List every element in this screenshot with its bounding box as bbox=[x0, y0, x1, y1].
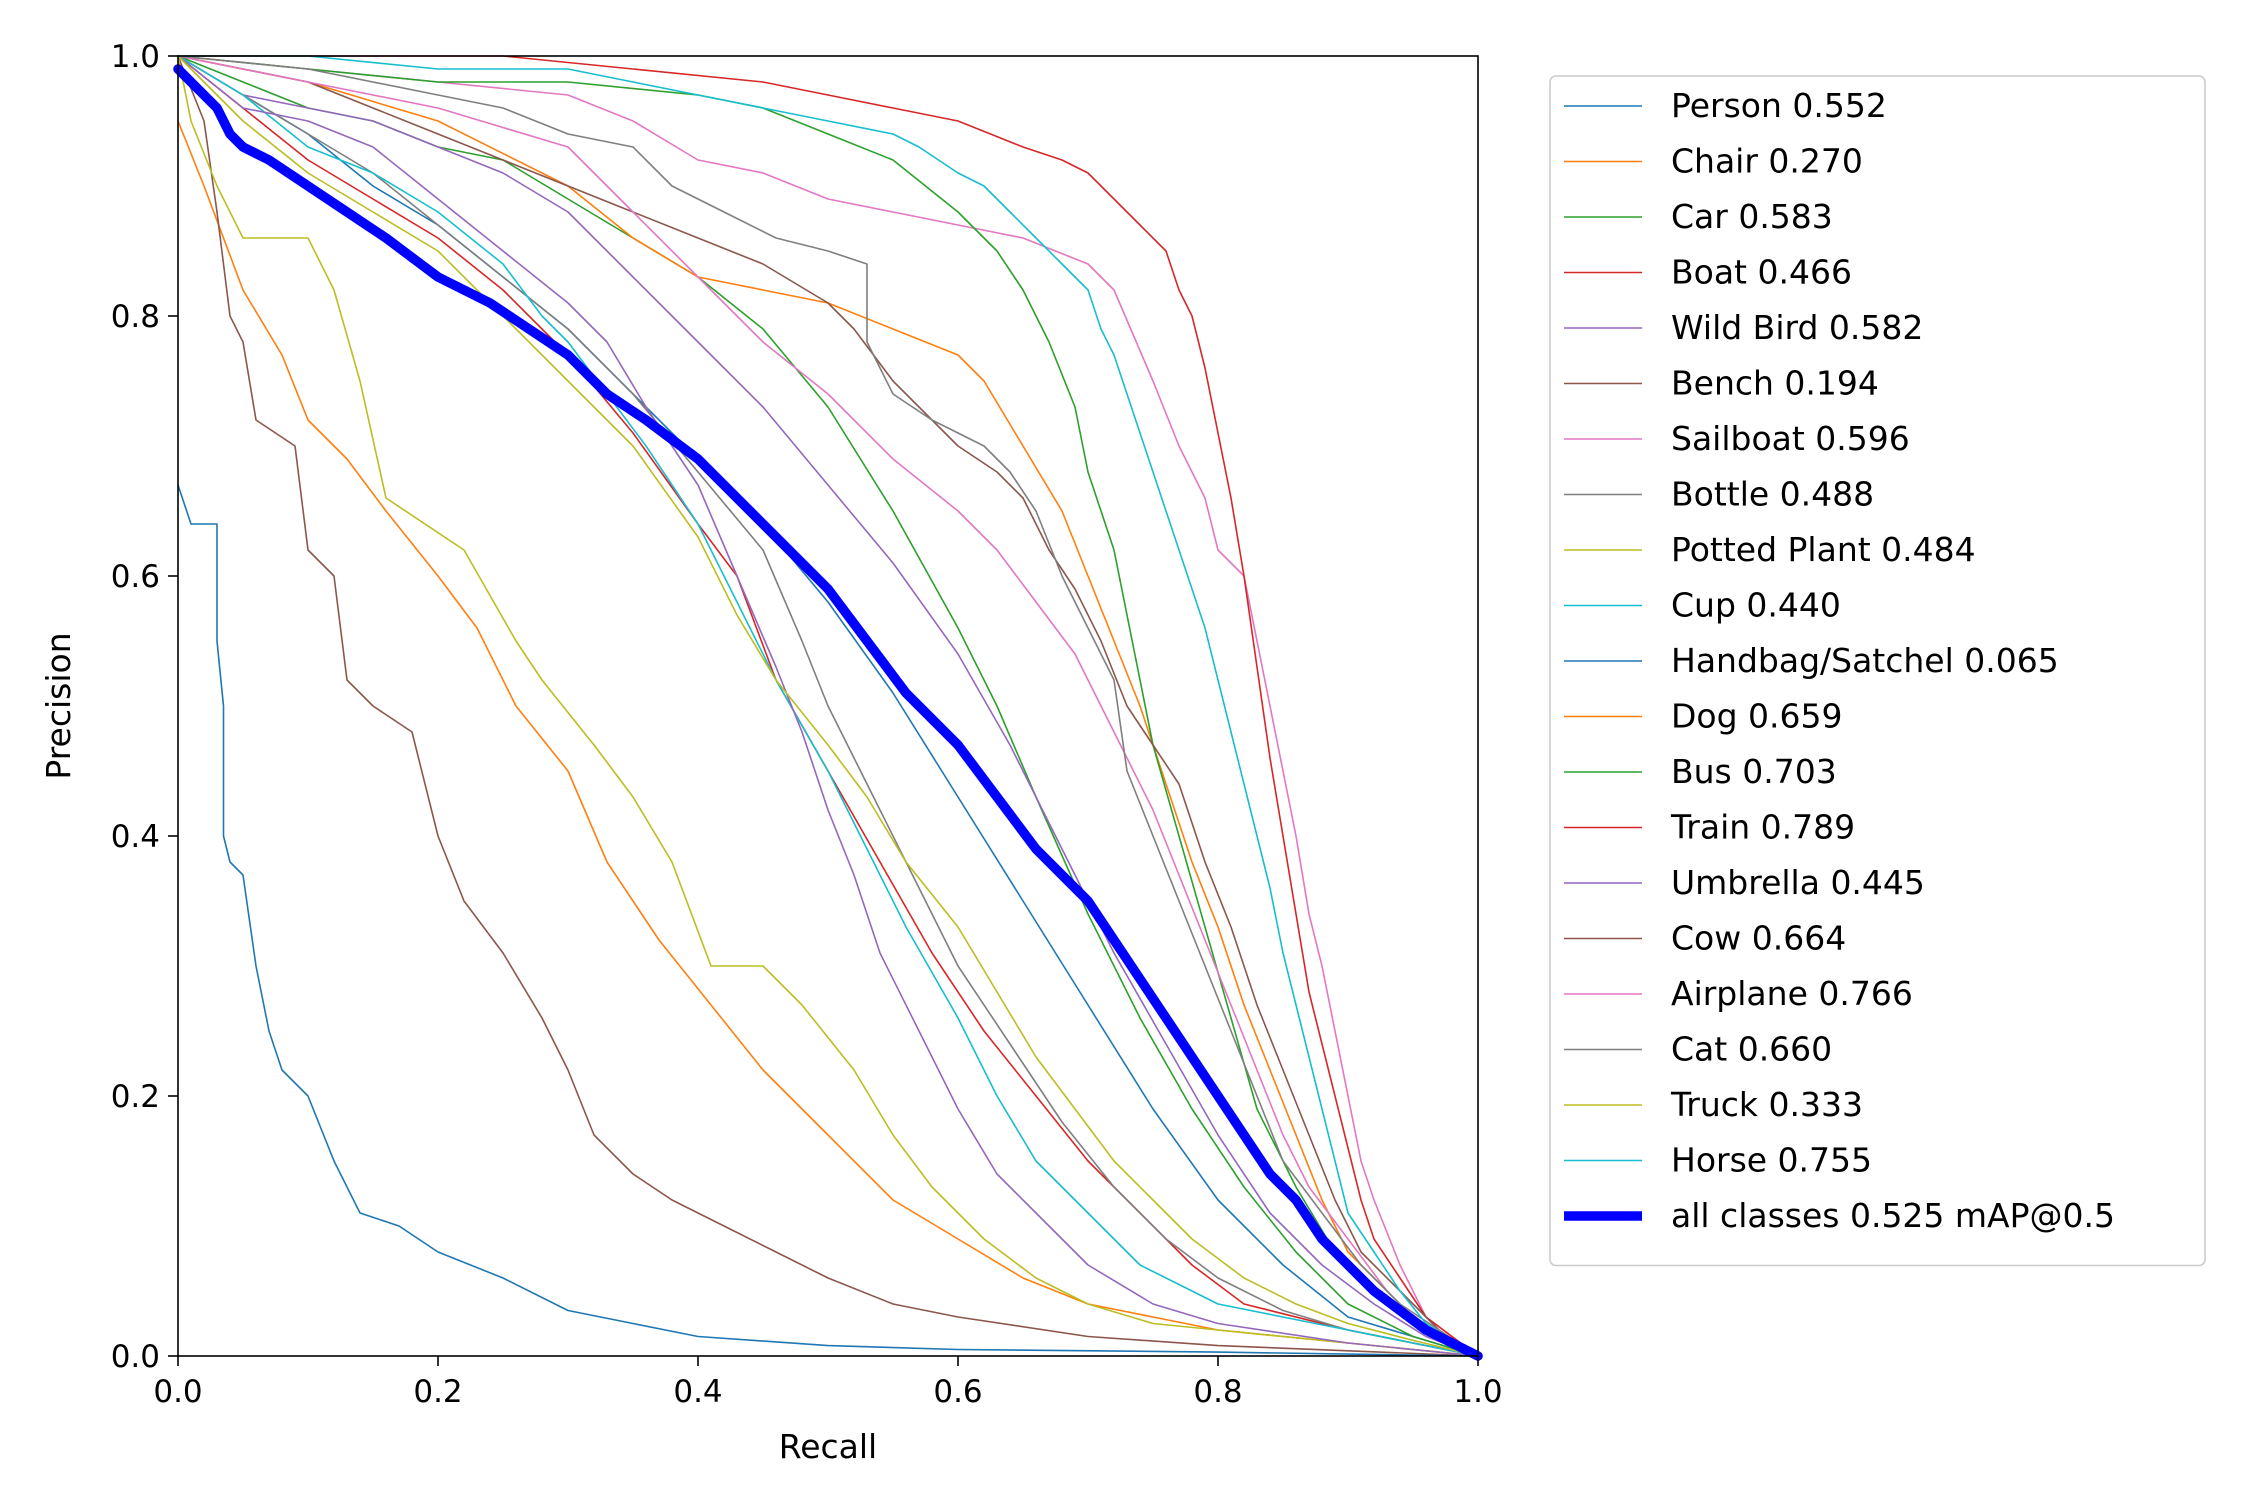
y-axis: 0.0 0.2 0.4 0.6 0.8 1.0 bbox=[111, 39, 178, 1375]
series-line-8 bbox=[177, 55, 1479, 1357]
x-tick-label: 1.0 bbox=[1453, 1374, 1502, 1410]
y-axis-label: Precision bbox=[39, 632, 78, 779]
x-tick-label: 0.0 bbox=[153, 1374, 202, 1410]
legend-label-12: Bus 0.703 bbox=[1671, 752, 1837, 791]
legend-label-6: Sailboat 0.596 bbox=[1671, 419, 1910, 458]
legend-label-13: Train 0.789 bbox=[1670, 808, 1855, 847]
legend-label-8: Potted Plant 0.484 bbox=[1671, 530, 1976, 569]
x-tick-label: 0.6 bbox=[933, 1374, 982, 1410]
series-line-5 bbox=[177, 55, 1479, 1357]
legend-label-7: Bottle 0.488 bbox=[1671, 475, 1874, 514]
x-tick-label: 0.8 bbox=[1193, 1374, 1242, 1410]
y-tick-label: 0.0 bbox=[111, 1339, 160, 1375]
legend-label-3: Boat 0.466 bbox=[1671, 253, 1852, 292]
legend-label-10: Handbag/Satchel 0.065 bbox=[1671, 641, 2059, 680]
legend-label-15: Cow 0.664 bbox=[1671, 919, 1846, 958]
legend-label-20: all classes 0.525 mAP@0.5 bbox=[1671, 1196, 2115, 1235]
legend-label-4: Wild Bird 0.582 bbox=[1671, 308, 1923, 347]
series-line-6 bbox=[177, 55, 1479, 1357]
series-line-0 bbox=[177, 55, 1479, 1357]
x-tick-label: 0.2 bbox=[413, 1374, 462, 1410]
series-line-4 bbox=[177, 55, 1479, 1357]
y-tick-label: 0.8 bbox=[111, 299, 160, 335]
series-line-11 bbox=[177, 55, 1479, 1357]
legend-label-5: Bench 0.194 bbox=[1671, 364, 1879, 403]
legend-label-18: Truck 0.333 bbox=[1670, 1085, 1863, 1124]
series-layer bbox=[173, 55, 1483, 1361]
series-line-20 bbox=[173, 64, 1483, 1361]
legend-label-16: Airplane 0.766 bbox=[1671, 974, 1913, 1013]
legend-label-19: Horse 0.755 bbox=[1671, 1141, 1872, 1180]
x-axis-label: Recall bbox=[779, 1427, 877, 1466]
series-line-9 bbox=[177, 55, 1479, 1357]
plot-frame bbox=[177, 55, 1479, 1357]
y-tick-label: 0.6 bbox=[111, 559, 160, 595]
series-line-1 bbox=[177, 120, 1479, 1357]
y-tick-label: 0.2 bbox=[111, 1079, 160, 1115]
series-line-7 bbox=[177, 55, 1479, 1357]
series-line-13 bbox=[177, 55, 1479, 1357]
series-line-18 bbox=[177, 55, 1479, 1357]
legend-label-9: Cup 0.440 bbox=[1671, 586, 1841, 625]
y-tick-label: 1.0 bbox=[111, 39, 160, 75]
series-line-14 bbox=[177, 55, 1479, 1357]
series-line-16 bbox=[177, 55, 1479, 1357]
y-tick-label: 0.4 bbox=[111, 819, 160, 855]
legend: Person 0.552 Chair 0.270 Car 0.583 Boat 0.4… bbox=[1549, 75, 2206, 1267]
legend-label-14: Umbrella 0.445 bbox=[1671, 863, 1925, 902]
legend-label-1: Chair 0.270 bbox=[1671, 142, 1863, 181]
legend-label-11: Dog 0.659 bbox=[1671, 697, 1843, 736]
series-line-10 bbox=[177, 484, 1479, 1357]
legend-label-2: Car 0.583 bbox=[1671, 197, 1833, 236]
legend-box bbox=[1549, 75, 2206, 1267]
series-line-17 bbox=[177, 55, 1479, 1357]
x-tick-label: 0.4 bbox=[673, 1374, 722, 1410]
x-axis: 0.0 0.2 0.4 0.6 0.8 1.0 bbox=[153, 1356, 1503, 1410]
legend-label-0: Person 0.552 bbox=[1671, 86, 1887, 125]
series-line-19 bbox=[177, 55, 1479, 1357]
series-line-15 bbox=[177, 55, 1479, 1357]
legend-label-17: Cat 0.660 bbox=[1671, 1030, 1832, 1069]
